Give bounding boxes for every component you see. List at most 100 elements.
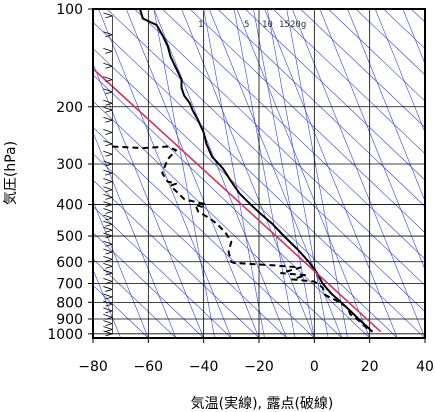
background-line <box>189 9 425 234</box>
background-line <box>181 9 315 338</box>
wind-barb <box>103 160 113 167</box>
y-tick-label: 300 <box>56 157 83 173</box>
y-tick-label: 500 <box>56 229 83 245</box>
wind-barb <box>103 208 113 214</box>
x-axis-title: 気温(実線), 露点(破線) <box>191 396 334 412</box>
y-tick-label: 900 <box>56 312 83 328</box>
background-line <box>93 48 398 338</box>
background-line <box>153 9 287 338</box>
background-line <box>236 9 370 338</box>
y-tick-label: 100 <box>56 2 83 18</box>
background-line <box>161 9 425 260</box>
background-line <box>233 9 296 338</box>
background-line <box>98 9 232 338</box>
wind-barb <box>103 178 113 185</box>
wind-barb <box>103 76 113 83</box>
wind-barb <box>103 150 113 157</box>
wind-barb <box>103 278 113 284</box>
y-tick-label: 400 <box>56 198 83 214</box>
wind-barb <box>103 293 113 300</box>
background-line <box>374 9 425 134</box>
y-tick-label: 1000 <box>47 327 83 343</box>
wind-barb <box>103 269 113 276</box>
wind-barb <box>103 220 113 227</box>
background-line <box>125 9 260 338</box>
background-line <box>93 153 287 338</box>
y-tick-label: 700 <box>56 277 83 293</box>
wind-barb <box>103 286 113 292</box>
wind-barb <box>103 129 113 135</box>
series-layer <box>93 9 382 333</box>
background-line <box>291 9 425 338</box>
temperature-line <box>139 9 374 333</box>
wind-barb <box>103 88 113 95</box>
background-line <box>327 9 425 102</box>
background-line <box>93 258 177 338</box>
mixing-ratio-label: 10 <box>262 20 273 30</box>
parcel-line <box>93 67 382 333</box>
wind-barb <box>103 320 113 326</box>
mixing-ratio-label: 1 <box>198 20 203 30</box>
grid-lines <box>93 9 425 338</box>
background-line <box>93 63 204 338</box>
wind-barb <box>103 99 113 106</box>
wind-barb <box>103 314 113 320</box>
x-tick-label: −20 <box>244 359 274 375</box>
y-tick-label: 200 <box>56 100 83 116</box>
x-tick-label: 20 <box>361 359 379 375</box>
background-line <box>319 9 425 271</box>
mixing-ratio-label: 15 <box>279 20 290 30</box>
wind-barb <box>103 116 113 123</box>
mixing-ratio-label: 20g <box>290 20 306 30</box>
wind-barb <box>103 193 113 200</box>
x-tick-label: 40 <box>416 359 434 375</box>
wind-barb <box>103 240 113 247</box>
wind-barb <box>103 106 113 113</box>
background-line <box>264 9 398 338</box>
background-line <box>217 9 425 207</box>
wind-barb <box>103 12 113 19</box>
background-line <box>272 9 425 155</box>
background-line <box>93 127 315 338</box>
wind-barb <box>103 186 113 193</box>
y-tick-label: 800 <box>56 295 83 311</box>
y-tick-label: 600 <box>56 255 83 271</box>
wind-barb <box>103 263 113 269</box>
wind-barb <box>103 232 113 239</box>
wind-barb <box>103 201 113 207</box>
background-line <box>300 9 425 128</box>
background-line <box>93 232 204 338</box>
background-line <box>383 9 425 49</box>
background-line <box>203 9 265 338</box>
background-line <box>244 9 425 181</box>
wind-barb <box>103 330 113 337</box>
y-axis-title: 気圧(hPa) <box>3 141 19 205</box>
mixing-ratio-label: 5 <box>244 20 249 30</box>
x-tick-label: −60 <box>134 359 164 375</box>
wind-barb <box>103 169 113 176</box>
background-line <box>286 9 348 338</box>
wind-barb <box>103 214 113 221</box>
wind-barb <box>103 248 113 255</box>
x-tick-label: −80 <box>78 359 108 375</box>
mixing-ratio-labels: 1 5 10 15 20g <box>198 20 306 30</box>
wind-barb <box>103 226 113 233</box>
x-tick-label: 0 <box>310 359 319 375</box>
wind-barb <box>103 47 113 54</box>
x-axis: −80 −60 −40 −20 0 20 40 <box>78 338 434 375</box>
wind-barb <box>103 31 113 38</box>
background-line <box>267 9 329 338</box>
background-line <box>93 21 425 338</box>
background-line <box>347 9 425 202</box>
wind-barb <box>103 256 113 262</box>
wind-barb <box>103 300 113 307</box>
x-tick-label: −40 <box>189 359 219 375</box>
wind-barb <box>103 307 113 314</box>
wind-barb <box>103 62 113 69</box>
wind-barbs <box>103 12 113 337</box>
wind-barb <box>103 140 113 147</box>
dewpoint-line <box>112 145 373 333</box>
